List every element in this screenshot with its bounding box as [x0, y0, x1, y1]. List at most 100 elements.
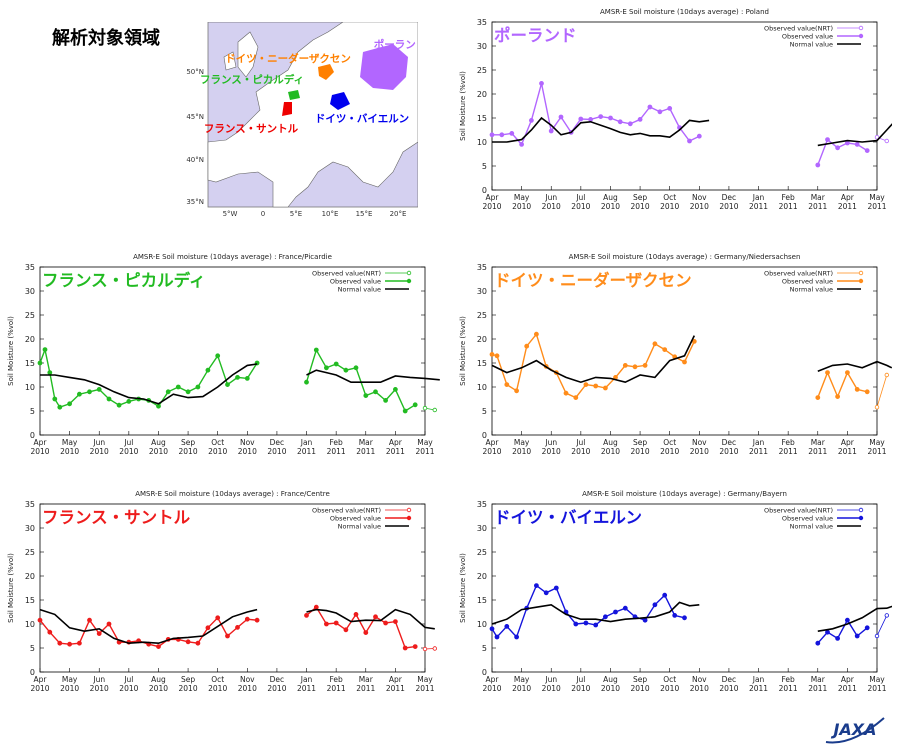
- map-label-niedersachsen: ドイツ・ニーダーザクセン: [225, 52, 351, 65]
- chart-picardie: AMSR-E Soil moisture (10days average) : …: [7, 253, 440, 456]
- y-tick-label: 10: [477, 383, 487, 392]
- nrt-value-line: [876, 374, 888, 408]
- map-label-centre: フランス・サントル: [204, 123, 299, 135]
- y-tick-label: 35: [477, 18, 487, 27]
- x-tick-label-year: 2011: [749, 684, 768, 693]
- observed-data-point: [333, 620, 339, 626]
- x-tick-label-month: Aug: [603, 193, 618, 202]
- observed-data-point: [383, 620, 389, 626]
- x-tick-label-year: 2010: [482, 684, 501, 693]
- x-tick-label-month: Apr: [486, 193, 500, 202]
- y-axis-label: Soil Moisture (%vol): [7, 316, 15, 386]
- map-label-bayern: ドイツ・バイエルン: [315, 113, 409, 125]
- x-tick-label-month: Feb: [782, 675, 796, 684]
- map-lon-label: 0: [261, 210, 265, 217]
- nrt-data-point: [432, 646, 437, 651]
- y-tick-label: 15: [25, 359, 35, 368]
- chart-poland: AMSR-E Soil moisture (10days average) : …: [459, 8, 892, 211]
- chart-niedersachsen: AMSR-E Soil moisture (10days average) : …: [459, 253, 892, 456]
- x-tick-label-year: 2011: [779, 684, 798, 693]
- x-tick-label-month: Mar: [359, 675, 374, 684]
- observed-data-point: [313, 604, 319, 610]
- x-tick-label-year: 2011: [867, 447, 886, 456]
- x-tick-label-month: Feb: [782, 438, 796, 447]
- observed-data-point: [499, 132, 505, 138]
- y-tick-label: 10: [25, 620, 35, 629]
- y-tick-label: 15: [477, 359, 487, 368]
- x-tick-label-month: Dec: [722, 675, 737, 684]
- x-tick-label-month: Apr: [389, 675, 403, 684]
- observed-data-point: [509, 130, 515, 136]
- x-tick-label-month: May: [514, 438, 530, 447]
- observed-data-point: [304, 612, 309, 618]
- map-lat-label: 50°N: [186, 68, 204, 76]
- observed-data-point: [392, 619, 398, 625]
- observed-data-point: [825, 370, 830, 375]
- x-tick-label-year: 2011: [415, 447, 434, 456]
- x-tick-label-year: 2011: [386, 684, 405, 693]
- region-label: ドイツ・ニーダーザクセン: [494, 270, 692, 290]
- x-tick-label-year: 2010: [690, 684, 709, 693]
- observed-data-point: [323, 365, 329, 371]
- map-region-labels: ポーランドドイツ・ニーダーザクセンフランス・ピカルディドイツ・バイエルンフランス…: [200, 38, 418, 135]
- observed-data-point: [494, 634, 500, 640]
- observed-data-point: [383, 397, 389, 403]
- x-tick-label-year: 2010: [631, 684, 650, 693]
- y-tick-label: 5: [30, 407, 35, 416]
- y-tick-label: 30: [25, 287, 35, 296]
- x-tick-label-year: 2010: [719, 202, 738, 211]
- legend-label: Normal value: [338, 286, 381, 294]
- x-tick-label-month: Jun: [92, 675, 105, 684]
- legend-label: Observed value(NRT): [764, 507, 833, 515]
- observed-data-point: [854, 386, 860, 392]
- observed-data-point: [373, 389, 378, 395]
- map-lon-label: 10°E: [322, 210, 339, 217]
- observed-data-point: [622, 363, 628, 368]
- x-tick-label-month: Jun: [544, 193, 557, 202]
- x-tick-label-year: 2011: [838, 447, 857, 456]
- x-tick-label-month: Apr: [841, 675, 855, 684]
- observed-data-point: [489, 626, 495, 632]
- observed-data-point: [116, 402, 122, 408]
- map-island-small: [223, 51, 237, 71]
- x-tick-label-month: Apr: [486, 438, 500, 447]
- x-tick-label-month: Apr: [841, 193, 855, 202]
- observed-data-point: [602, 614, 608, 620]
- x-tick-label-year: 2010: [542, 684, 561, 693]
- x-tick-label-month: Dec: [270, 438, 285, 447]
- legend-label: Normal value: [790, 41, 833, 49]
- region-niedersachsen-shape: [318, 64, 334, 80]
- y-tick-label: 10: [477, 620, 487, 629]
- x-tick-label-month: Oct: [211, 675, 224, 684]
- legend-label: Normal value: [790, 286, 833, 294]
- x-tick-label-year: 2010: [601, 202, 620, 211]
- x-tick-label-year: 2010: [571, 447, 590, 456]
- nrt-data-point: [432, 407, 437, 413]
- x-tick-label-year: 2010: [571, 202, 590, 211]
- x-tick-label-month: Feb: [330, 438, 344, 447]
- x-tick-label-year: 2011: [779, 447, 798, 456]
- observed-data-point: [835, 394, 841, 400]
- x-tick-label-year: 2010: [238, 684, 257, 693]
- legend-label: Observed value: [330, 515, 381, 523]
- observed-data-point: [195, 384, 201, 390]
- x-tick-label-month: May: [869, 438, 885, 447]
- observed-data-point: [96, 386, 102, 392]
- x-tick-label-year: 2010: [660, 202, 679, 211]
- y-tick-label: 5: [30, 644, 35, 653]
- normal-value-line: [817, 605, 892, 632]
- observed-data-point: [77, 391, 82, 397]
- plot-frame: [39, 503, 426, 673]
- legend-label: Observed value: [330, 278, 381, 286]
- observed-data-point: [402, 408, 408, 414]
- observed-data-point: [514, 634, 519, 640]
- x-tick-label-month: Sep: [633, 438, 647, 447]
- chart-bayern: AMSR-E Soil moisture (10days average) : …: [459, 490, 892, 693]
- observed-data-point: [165, 389, 171, 395]
- x-tick-label-month: May: [62, 675, 78, 684]
- observed-data-point: [353, 611, 359, 617]
- observed-data-point: [392, 386, 398, 392]
- region-label: フランス・サントル: [42, 508, 191, 527]
- nrt-data-point: [422, 646, 428, 652]
- chart-centre: AMSR-E Soil moisture (10days average) : …: [7, 490, 437, 693]
